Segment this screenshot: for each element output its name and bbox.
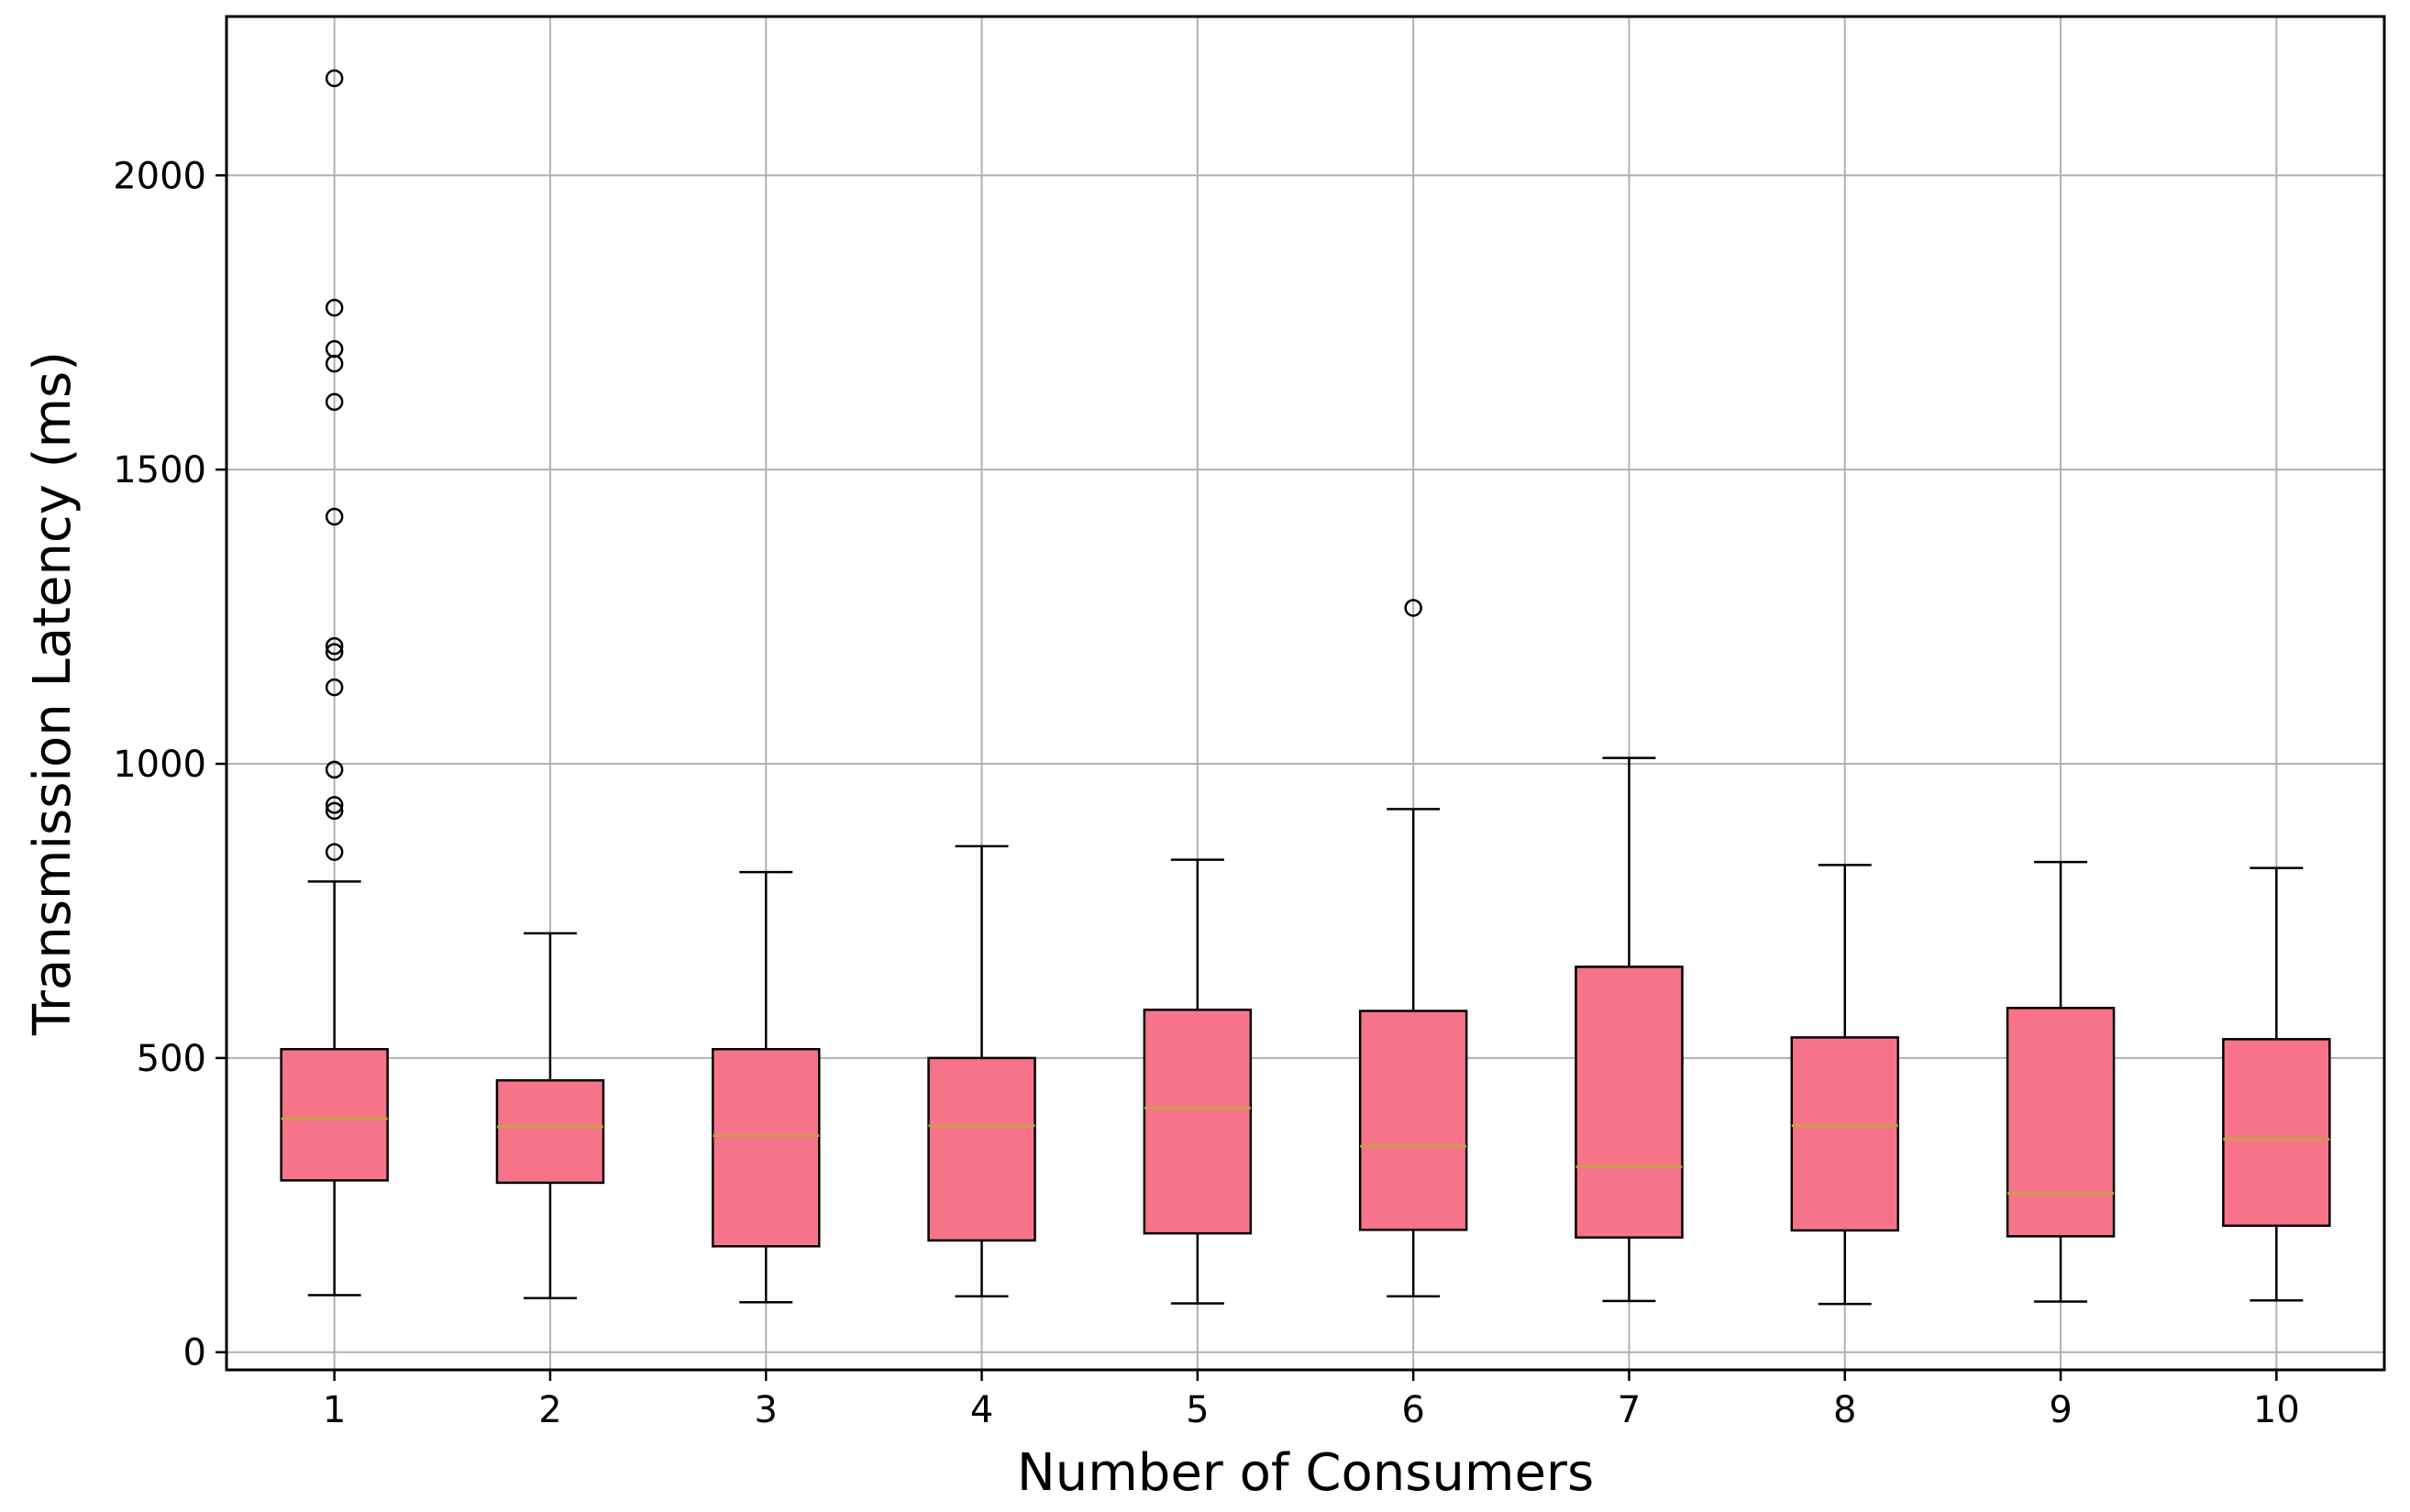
x-tick-label: 1	[323, 1389, 346, 1431]
outlier-point	[325, 298, 344, 317]
y-tick-label: 500	[137, 1038, 206, 1080]
outlier-point	[325, 643, 344, 661]
outlier-point	[325, 801, 344, 821]
x-tick-label: 4	[970, 1389, 993, 1431]
outlier-point	[1404, 599, 1422, 617]
iqr-box	[2006, 1007, 2116, 1238]
box-group-3	[712, 870, 821, 1304]
iqr-box	[280, 1048, 389, 1182]
outlier-point	[325, 760, 344, 779]
iqr-box	[927, 1056, 1036, 1242]
box-group-10	[2222, 866, 2331, 1302]
outlier-point	[325, 392, 344, 412]
x-axis-label: Number of Consumers	[1017, 1443, 1594, 1503]
box-group-2	[495, 932, 605, 1299]
x-tick-label: 8	[1833, 1389, 1856, 1431]
iqr-box	[712, 1048, 821, 1248]
boxes	[280, 69, 2331, 1306]
y-axis-label: Transmission Latency (ms)	[23, 351, 83, 1036]
iqr-box	[1575, 966, 1684, 1239]
x-tick-label: 5	[1186, 1389, 1209, 1431]
y-tick-label: 0	[183, 1332, 206, 1374]
plot-frame	[225, 15, 2386, 1372]
outlier-point	[325, 507, 344, 526]
iqr-box	[1358, 1010, 1468, 1231]
iqr-box	[1790, 1036, 1899, 1232]
box-group-7	[1575, 756, 1684, 1303]
grid-lines	[227, 17, 2384, 1370]
outlier-point	[325, 678, 344, 697]
axis-ticks: 0 500 1000 1500 2000 1 2 3 4 5 6 7 8 9 10	[113, 155, 2300, 1431]
box-group-1	[280, 69, 389, 1297]
outlier-point	[325, 339, 344, 359]
iqr-box	[495, 1079, 605, 1185]
x-tick-label: 9	[2049, 1389, 2072, 1431]
y-tick-label: 1000	[113, 744, 206, 786]
iqr-box	[1143, 1009, 1253, 1235]
box-group-9	[2006, 860, 2116, 1303]
x-tick-label: 2	[538, 1389, 561, 1431]
y-tick-label: 1500	[113, 449, 206, 491]
x-tick-label: 10	[2253, 1389, 2300, 1431]
iqr-box	[2222, 1038, 2331, 1228]
x-tick-label: 3	[755, 1389, 778, 1431]
outlier-point	[325, 69, 344, 88]
outlier-point	[325, 796, 344, 814]
box-group-4	[927, 844, 1036, 1298]
y-tick-label: 2000	[113, 155, 206, 197]
box-group-8	[1790, 864, 1899, 1306]
box-group-5	[1143, 858, 1253, 1305]
x-tick-label: 6	[1401, 1389, 1424, 1431]
box-group-6	[1358, 599, 1468, 1298]
outlier-point	[325, 843, 344, 862]
outlier-point	[325, 636, 344, 656]
x-tick-label: 7	[1618, 1389, 1641, 1431]
